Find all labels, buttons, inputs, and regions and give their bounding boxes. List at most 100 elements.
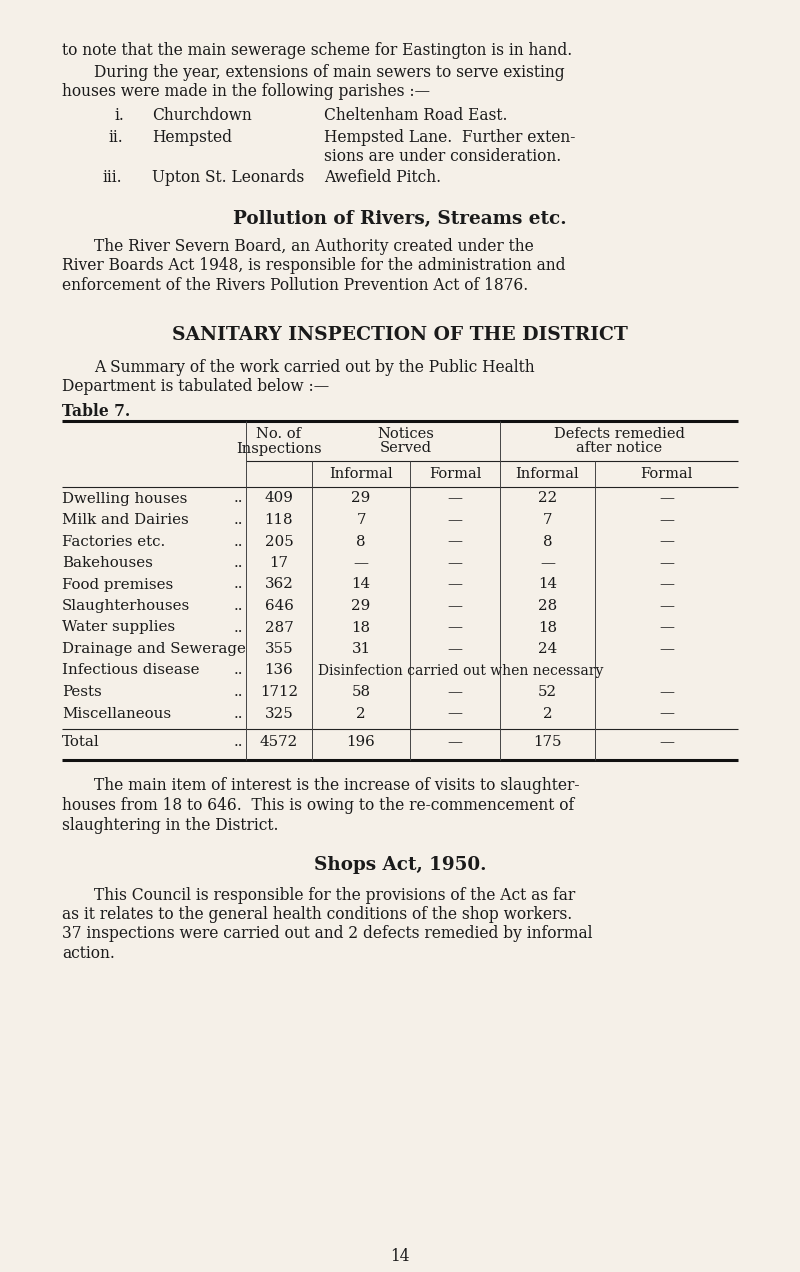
Text: Table 7.: Table 7. <box>62 402 130 420</box>
Text: ..: .. <box>234 599 243 613</box>
Text: SANITARY INSPECTION OF THE DISTRICT: SANITARY INSPECTION OF THE DISTRICT <box>172 327 628 345</box>
Text: 14: 14 <box>351 577 370 591</box>
Text: 8: 8 <box>356 534 366 548</box>
Text: ..: .. <box>234 706 243 720</box>
Text: —: — <box>659 556 674 570</box>
Text: 8: 8 <box>542 534 552 548</box>
Text: Milk and Dairies: Milk and Dairies <box>62 513 189 527</box>
Text: ..: .. <box>234 686 243 700</box>
Text: 409: 409 <box>265 491 294 505</box>
Text: —: — <box>447 735 462 749</box>
Text: Informal: Informal <box>516 467 579 481</box>
Text: Notices: Notices <box>378 426 434 440</box>
Text: —: — <box>447 706 462 720</box>
Text: slaughtering in the District.: slaughtering in the District. <box>62 817 278 833</box>
Text: 14: 14 <box>538 577 557 591</box>
Text: Slaughterhouses: Slaughterhouses <box>62 599 190 613</box>
Text: 18: 18 <box>351 621 370 635</box>
Text: 1712: 1712 <box>260 686 298 700</box>
Text: 28: 28 <box>538 599 557 613</box>
Text: 362: 362 <box>265 577 294 591</box>
Text: 325: 325 <box>265 706 294 720</box>
Text: —: — <box>447 577 462 591</box>
Text: A Summary of the work carried out by the Public Health: A Summary of the work carried out by the… <box>94 359 534 375</box>
Text: 196: 196 <box>346 735 375 749</box>
Text: 2: 2 <box>542 706 552 720</box>
Text: The main item of interest is the increase of visits to slaughter-: The main item of interest is the increas… <box>94 777 579 795</box>
Text: 37 inspections were carried out and 2 defects remedied by informal: 37 inspections were carried out and 2 de… <box>62 926 593 943</box>
Text: —: — <box>659 621 674 635</box>
Text: ..: .. <box>234 513 243 527</box>
Text: Formal: Formal <box>640 467 693 481</box>
Text: to note that the main sewerage scheme for Eastington is in hand.: to note that the main sewerage scheme fo… <box>62 42 572 59</box>
Text: ..: .. <box>234 577 243 591</box>
Text: Cheltenham Road East.: Cheltenham Road East. <box>324 107 507 123</box>
Text: 205: 205 <box>265 534 294 548</box>
Text: —: — <box>447 491 462 505</box>
Text: 7: 7 <box>542 513 552 527</box>
Text: 24: 24 <box>538 642 557 656</box>
Text: —: — <box>659 599 674 613</box>
Text: action.: action. <box>62 945 115 962</box>
Text: —: — <box>659 686 674 700</box>
Text: —: — <box>659 513 674 527</box>
Text: 4572: 4572 <box>260 735 298 749</box>
Text: River Boards Act 1948, is responsible for the administration and: River Boards Act 1948, is responsible fo… <box>62 257 566 275</box>
Text: Infectious disease: Infectious disease <box>62 664 199 678</box>
Text: Awefield Pitch.: Awefield Pitch. <box>324 168 441 186</box>
Text: —: — <box>447 642 462 656</box>
Text: —: — <box>659 706 674 720</box>
Text: —: — <box>447 621 462 635</box>
Text: —: — <box>447 513 462 527</box>
Text: Disinfection carried out when necessary: Disinfection carried out when necessary <box>318 664 603 678</box>
Text: —: — <box>659 642 674 656</box>
Text: 29: 29 <box>351 599 370 613</box>
Text: 646: 646 <box>265 599 294 613</box>
Text: The River Severn Board, an Authority created under the: The River Severn Board, an Authority cre… <box>94 238 534 254</box>
Text: 175: 175 <box>534 735 562 749</box>
Text: ..: .. <box>234 621 243 635</box>
Text: iii.: iii. <box>102 168 122 186</box>
Text: after notice: after notice <box>576 441 662 455</box>
Text: Dwelling houses: Dwelling houses <box>62 491 187 505</box>
Text: 29: 29 <box>351 491 370 505</box>
Text: Food premises: Food premises <box>62 577 174 591</box>
Text: Informal: Informal <box>329 467 393 481</box>
Text: —: — <box>447 534 462 548</box>
Text: Hempsted: Hempsted <box>152 128 232 145</box>
Text: Water supplies: Water supplies <box>62 621 175 635</box>
Text: —: — <box>447 556 462 570</box>
Text: ..: .. <box>234 664 243 678</box>
Text: Upton St. Leonards: Upton St. Leonards <box>152 168 304 186</box>
Text: 118: 118 <box>265 513 294 527</box>
Text: Department is tabulated below :—: Department is tabulated below :— <box>62 378 329 396</box>
Text: 355: 355 <box>265 642 294 656</box>
Text: ii.: ii. <box>108 128 122 145</box>
Text: —: — <box>447 686 462 700</box>
Text: 17: 17 <box>270 556 289 570</box>
Text: Churchdown: Churchdown <box>152 107 252 123</box>
Text: 14: 14 <box>390 1248 410 1264</box>
Text: Drainage and Sewerage: Drainage and Sewerage <box>62 642 246 656</box>
Text: i.: i. <box>114 107 124 123</box>
Text: —: — <box>659 577 674 591</box>
Text: —: — <box>447 599 462 613</box>
Text: Pests: Pests <box>62 686 102 700</box>
Text: houses from 18 to 646.  This is owing to the re-commencement of: houses from 18 to 646. This is owing to … <box>62 798 574 814</box>
Text: 58: 58 <box>351 686 370 700</box>
Text: No. of: No. of <box>257 426 302 440</box>
Text: Bakehouses: Bakehouses <box>62 556 153 570</box>
Text: 52: 52 <box>538 686 557 700</box>
Text: 31: 31 <box>351 642 370 656</box>
Text: This Council is responsible for the provisions of the Act as far: This Council is responsible for the prov… <box>94 887 575 903</box>
Text: houses were made in the following parishes :—: houses were made in the following parish… <box>62 84 430 100</box>
Text: During the year, extensions of main sewers to serve existing: During the year, extensions of main sewe… <box>94 64 565 81</box>
Text: Pollution of Rivers, Streams etc.: Pollution of Rivers, Streams etc. <box>233 210 567 228</box>
Text: Formal: Formal <box>429 467 481 481</box>
Text: 7: 7 <box>356 513 366 527</box>
Text: 136: 136 <box>265 664 294 678</box>
Text: 2: 2 <box>356 706 366 720</box>
Text: Shops Act, 1950.: Shops Act, 1950. <box>314 856 486 875</box>
Text: Served: Served <box>380 441 432 455</box>
Text: sions are under consideration.: sions are under consideration. <box>324 148 562 165</box>
